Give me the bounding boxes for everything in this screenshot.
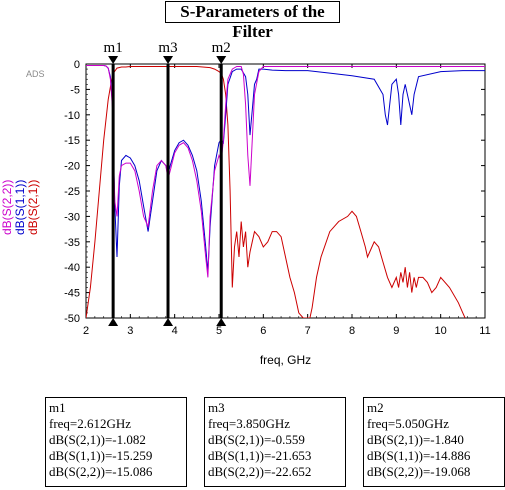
x-tick-label: 6 <box>260 325 266 337</box>
y-tick-label: -45 <box>64 288 80 300</box>
chart-title: S-Parameters of the Filter <box>165 1 340 41</box>
y-tick-label: -5 <box>70 84 80 96</box>
x-tick-label: 3 <box>127 325 133 337</box>
x-tick-label: 2 <box>83 325 89 337</box>
series-line-dbs21 <box>86 66 466 318</box>
y-tick-label: -50 <box>64 313 80 325</box>
marker-table-line: dB(S(1,1))=-14.886 <box>367 448 471 463</box>
series-line-dbs22 <box>86 65 485 278</box>
y-tick-label: -25 <box>64 186 80 198</box>
y-tick-label: -35 <box>64 237 80 249</box>
x-axis-label: freq, GHz <box>260 353 311 367</box>
x-tick-label: 4 <box>172 325 178 337</box>
x-tick-label: 9 <box>393 325 399 337</box>
marker-table-line: freq=3.850GHz <box>208 416 291 431</box>
marker-table-m1: m1 freq=2.612GHz dB(S(2,1))=-1.082 dB(S(… <box>45 397 187 487</box>
y-tick-label: 0 <box>74 59 80 71</box>
marker-table-title: m2 <box>367 400 384 415</box>
x-tick-label: 11 <box>479 325 490 337</box>
marker-table-line: dB(S(2,2))=-22.652 <box>208 464 312 479</box>
y-tick-label: -10 <box>64 110 80 122</box>
x-tick-label: 8 <box>349 325 355 337</box>
marker-label-m1: m1 <box>104 40 123 56</box>
x-tick-label: 7 <box>305 325 311 337</box>
marker-table-line: dB(S(1,1))=-21.653 <box>208 448 312 463</box>
marker-bottom-arrow-m3 <box>163 318 174 326</box>
marker-label-m2: m2 <box>212 40 231 56</box>
marker-top-arrow-m3 <box>163 56 174 64</box>
marker-table-line: dB(S(2,2))=-15.086 <box>49 464 153 479</box>
sparam-chart: 2 3 4 5 6 7 8 9 10 11 0 -5 -10 -15 -20 -25 -30 -35 -40 -45 -… <box>64 40 491 367</box>
marker-table-m2: m2 freq=5.050GHz dB(S(2,1))=-1.840 dB(S(… <box>363 397 505 487</box>
marker-top-arrow-m2 <box>216 56 227 64</box>
marker-top-arrow-m1 <box>108 56 119 64</box>
marker-table-line: freq=5.050GHz <box>367 416 450 431</box>
y-tick-label: -40 <box>64 262 80 274</box>
marker-table-line: dB(S(2,1))=-0.559 <box>208 432 305 447</box>
marker-table-line: dB(S(2,2))=-19.068 <box>367 464 471 479</box>
marker-bottom-arrow-m2 <box>216 318 227 326</box>
marker-table-m3: m3 freq=3.850GHz dB(S(2,1))=-0.559 dB(S(… <box>204 397 346 487</box>
marker-table-title: m3 <box>208 400 225 415</box>
y-tick-label: -20 <box>64 161 80 173</box>
marker-table-line: dB(S(2,1))=-1.840 <box>367 432 464 447</box>
series-line-dbs11 <box>86 65 485 273</box>
marker-table-line: freq=2.612GHz <box>49 416 132 431</box>
y-tick-label: -15 <box>64 135 80 147</box>
ads-watermark: ADS <box>26 69 45 79</box>
marker-label-m3: m3 <box>158 40 177 56</box>
x-tick-label: 10 <box>435 325 447 337</box>
marker-table-line: dB(S(2,1))=-1.082 <box>49 432 146 447</box>
marker-table-title: m1 <box>49 400 66 415</box>
y-tick-label: -30 <box>64 211 80 223</box>
marker-bottom-arrow-m1 <box>108 318 119 326</box>
x-tick-label: 5 <box>216 325 222 337</box>
marker-table-line: dB(S(1,1))=-15.259 <box>49 448 153 463</box>
